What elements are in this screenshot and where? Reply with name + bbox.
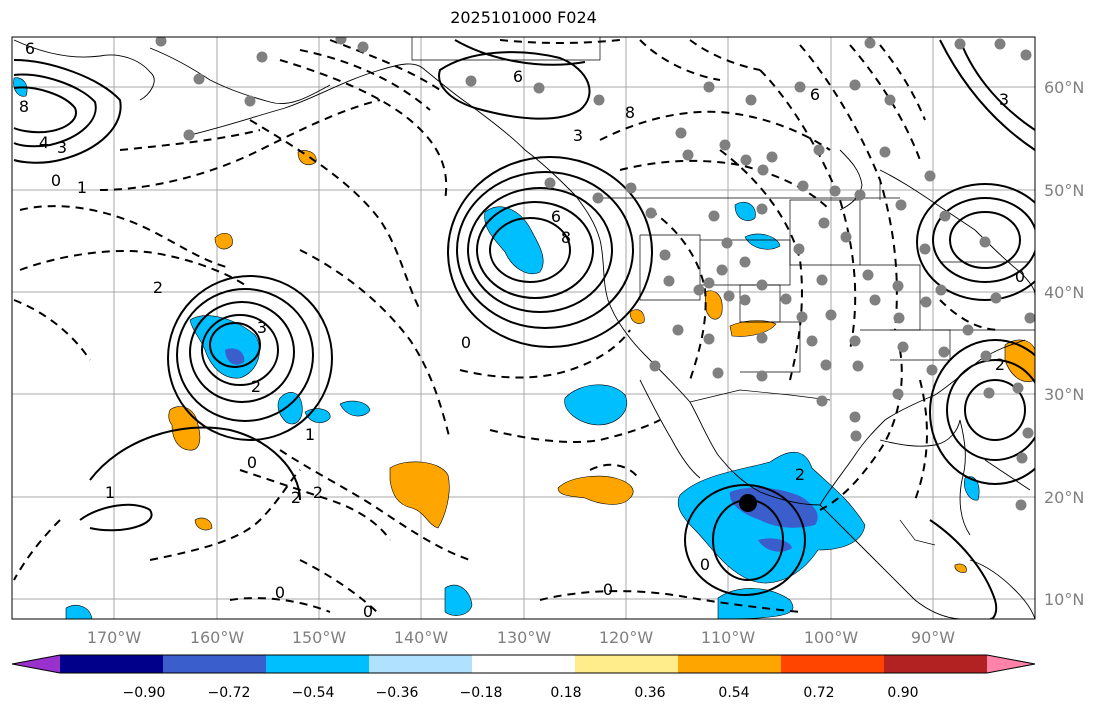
contour-label: 1 [305,425,315,444]
colorbar-outline [11,654,1036,674]
contour-label: 0 [1015,267,1025,286]
contour-label: 0 [363,602,373,621]
contour-label: 6 [513,67,523,86]
colorbar-segment [678,655,782,673]
contour-label: 0 [275,583,285,602]
coastlines [13,39,1035,619]
colorbar-tick-label: −0.18 [460,685,503,701]
contour-label: 6 [25,39,35,58]
colorbar-tick-labels: −0.90 −0.72 −0.54 −0.36 −0.18 0.18 0.36 … [123,685,919,701]
lon-label: 100°W [804,628,859,647]
contour-label: 2 [995,355,1005,374]
colorbar-tick-label: −0.36 [376,685,419,701]
colorbar-tick-label: −0.72 [208,685,251,701]
contour-label: 8 [561,228,571,247]
lon-label: 90°W [911,628,955,647]
contour-label: 2 [291,488,301,507]
contour-label: 0 [51,171,61,190]
colorbar-segment [781,655,885,673]
lon-label: 160°W [190,628,245,647]
colorbar-segment [369,655,473,673]
political-borders [411,37,1035,546]
lat-label: 10°N [1044,590,1084,609]
lat-label: 50°N [1044,181,1084,200]
station-markers [155,37,1035,511]
lon-label: 170°W [87,628,142,647]
colorbar-segment [266,655,370,673]
colorbar-extend-min [12,655,60,673]
lon-label: 110°W [701,628,756,647]
contour-label: 3 [999,90,1009,109]
colorbar-tick-label: 0.18 [550,685,581,701]
lat-label: 60°N [1044,78,1084,97]
colorbar-tick-label: 0.72 [803,685,834,701]
colorbar-tick-label: −0.90 [123,685,166,701]
contour-label: 2 [795,465,805,484]
contour-label: 2 [153,278,163,297]
contour-label: 2 [313,483,323,502]
colorbar-extend-max [987,655,1035,673]
contour-label: 8 [625,103,635,122]
contour-label: 4 [39,133,49,152]
colorbar-tick-label: 0.90 [887,685,918,701]
lon-label: 140°W [394,628,449,647]
contour-label: 0 [700,555,710,574]
colorbar-segment [884,655,988,673]
lat-label: 20°N [1044,488,1084,507]
colorbar-segment [472,655,576,673]
colorbar [11,654,1036,674]
contour-label: 3 [573,126,583,145]
map-panel [12,37,1035,619]
contour-label: 3 [257,318,267,337]
latitude-axis: 60°N 50°N 40°N 30°N 20°N 10°N [1044,78,1084,609]
map-frame [11,36,1036,620]
contour-label: 2 [251,377,261,396]
lat-label: 40°N [1044,283,1084,302]
contour-label: 6 [551,207,561,226]
lon-label: 120°W [599,628,654,647]
colorbar-tick-label: 0.36 [634,685,665,701]
colorbar-tick-label: 0.54 [718,685,749,701]
contour-label: 8 [19,97,29,116]
colorbar-segment [163,655,267,673]
map-title: 2025101000 F024 [450,8,597,27]
contour-label: 1 [105,483,115,502]
contour-label: 6 [810,85,820,104]
colorbar-tick-label: −0.54 [292,685,335,701]
contour-label: 0 [461,333,471,352]
contour-label: 0 [603,580,613,599]
lon-label: 150°W [292,628,347,647]
contour-label: 3 [57,138,67,157]
contour-label: 0 [247,453,257,472]
storm-center-marker [739,494,757,512]
longitude-axis: 170°W 160°W 150°W 140°W 130°W 120°W 110°… [87,628,955,647]
colorbar-segment [575,655,679,673]
colorbar-segment [60,655,164,673]
contour-label: 1 [77,178,87,197]
lon-label: 130°W [497,628,552,647]
lat-label: 30°N [1044,385,1084,404]
contours-dashed [13,39,1001,616]
contour-label-group: 6 8 4 3 0 1 2 3 6 6 8 3 0 2 1 0 1 2 2 0 … [19,39,1025,621]
